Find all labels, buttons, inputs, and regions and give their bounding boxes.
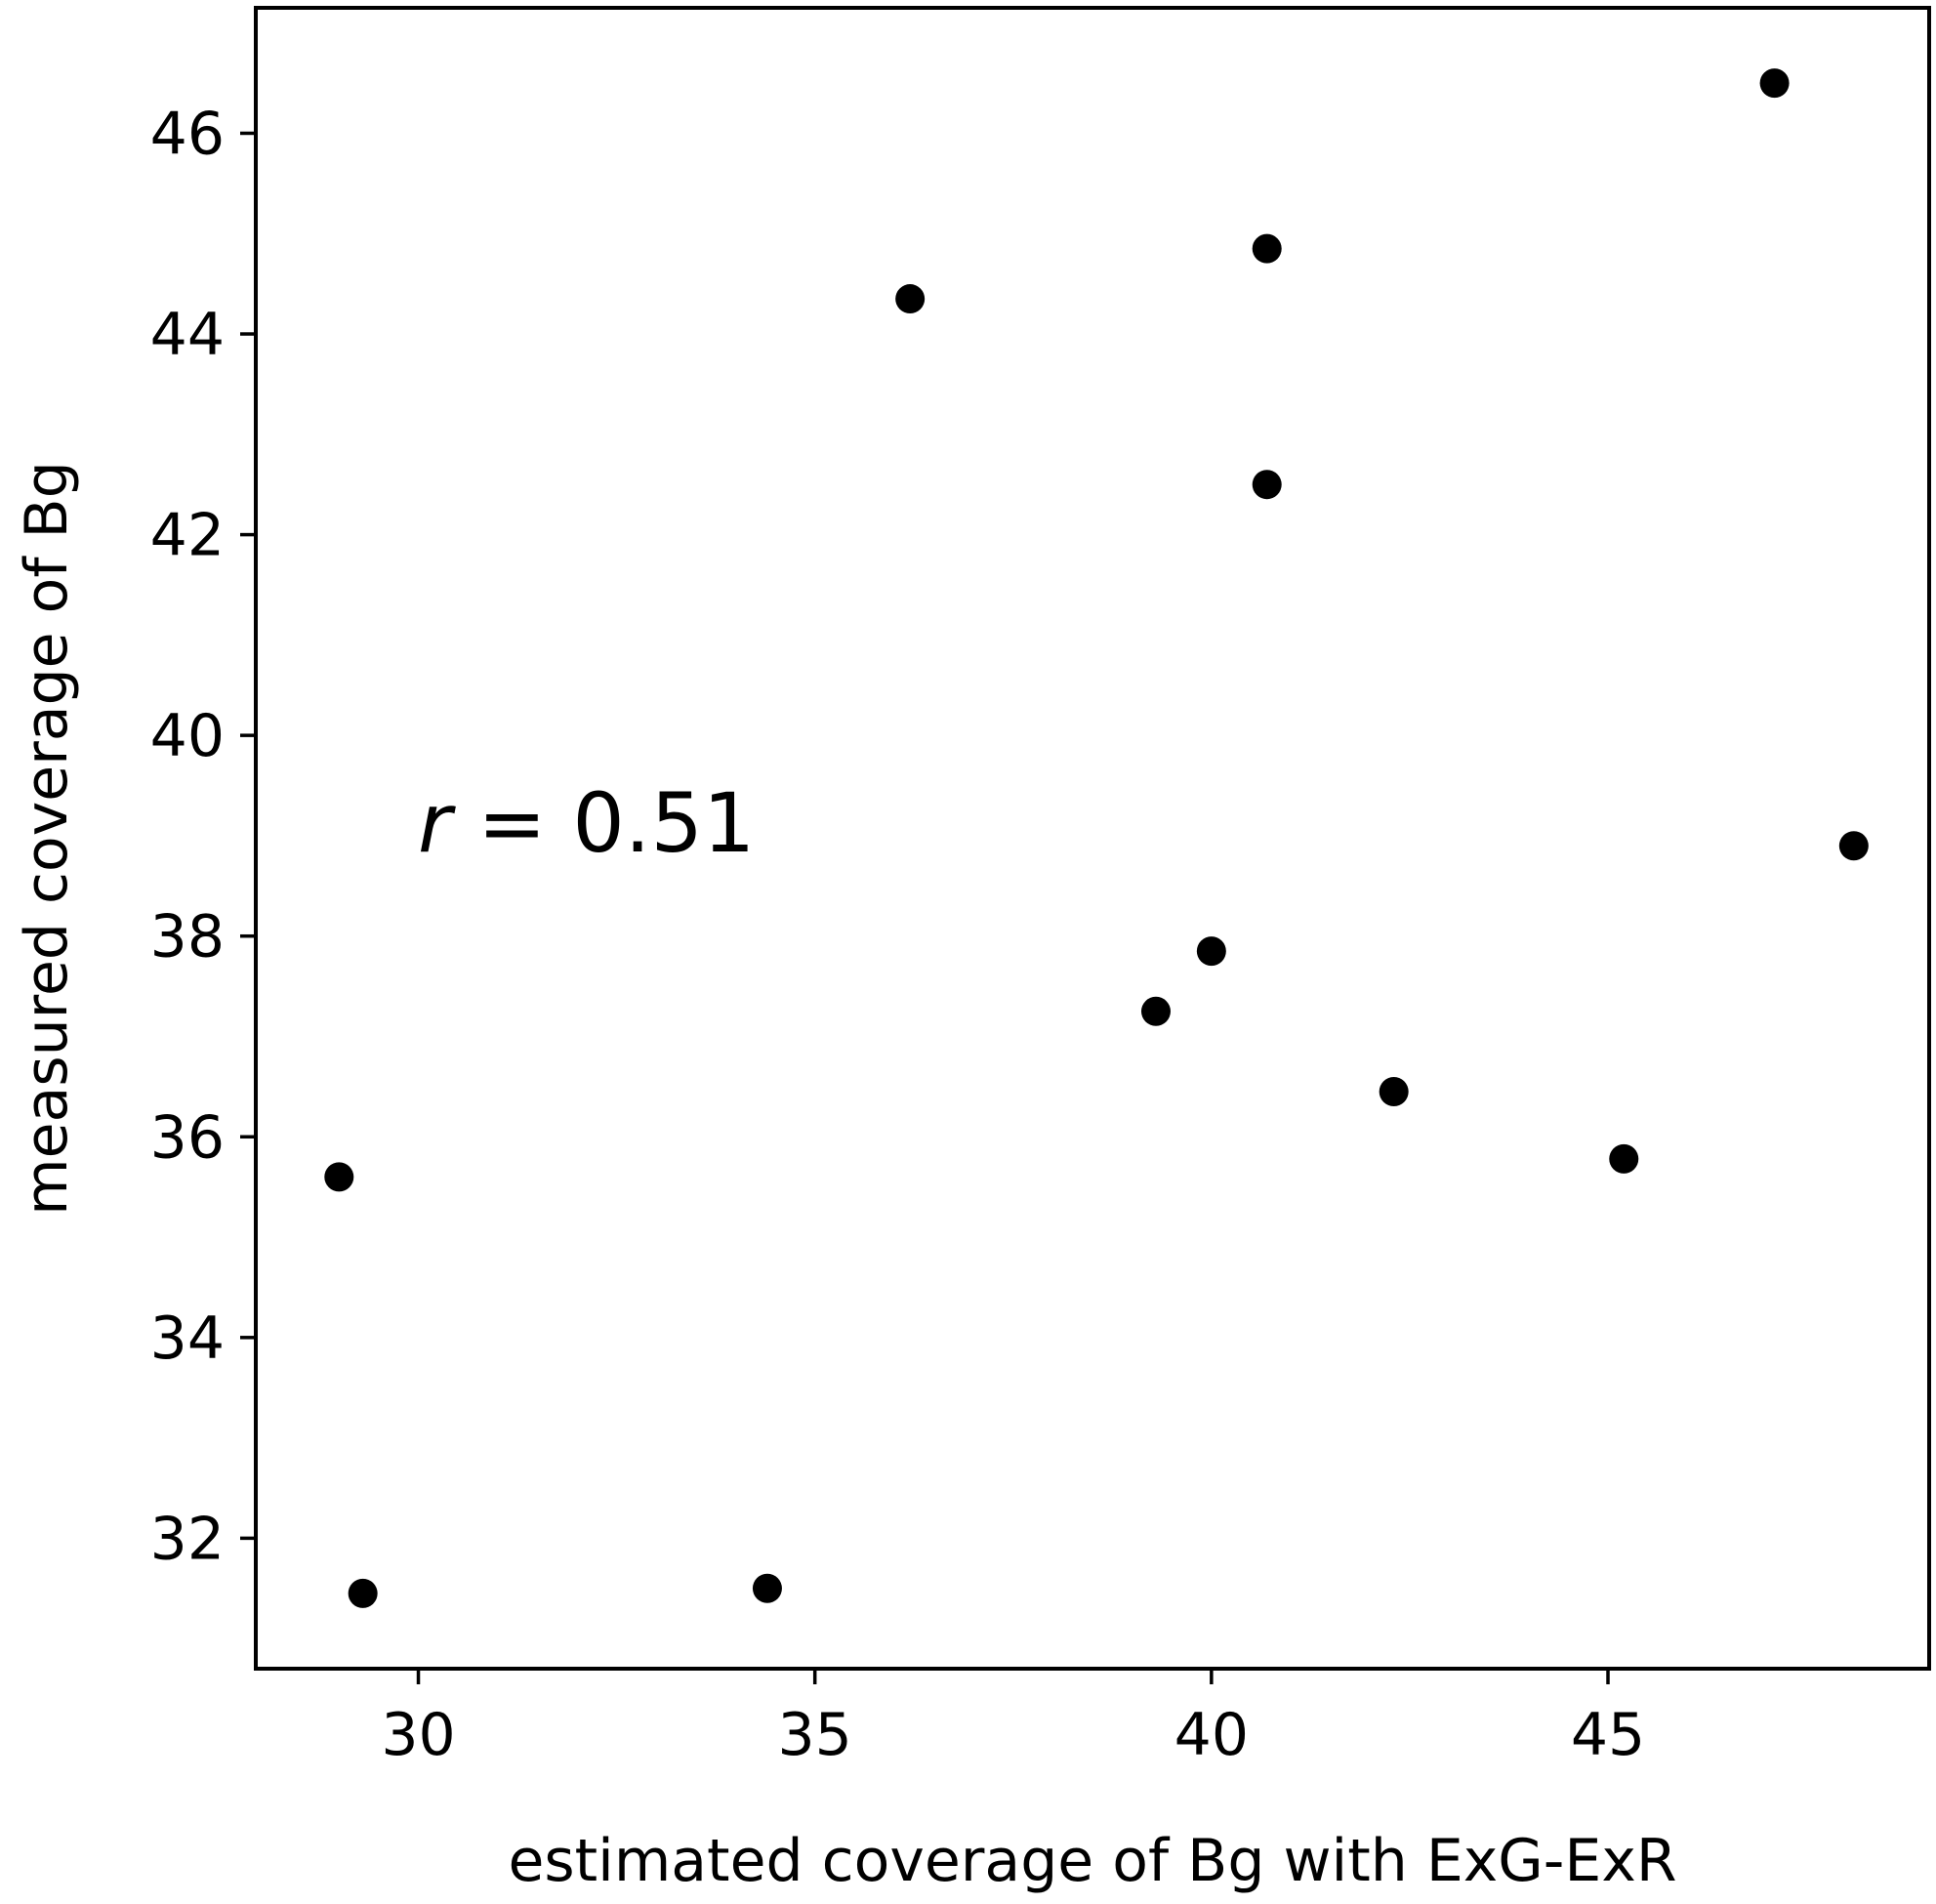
plot-frame: [254, 6, 1931, 1671]
x-tick-label: 30: [381, 1701, 455, 1769]
y-tick-label: 36: [150, 1103, 225, 1172]
x-tick-label: 45: [1571, 1701, 1645, 1769]
y-tick-label: 40: [150, 702, 225, 770]
x-axis-label: estimated coverage of Bg with ExG-ExR: [508, 1827, 1676, 1895]
y-tick-label: 34: [150, 1304, 225, 1373]
scatter-point: [1759, 68, 1790, 99]
correlation-annotation: r = 0.51: [418, 775, 755, 871]
scatter-point: [1252, 470, 1282, 500]
data-points: [324, 68, 1869, 1608]
scatter-point: [1609, 1143, 1639, 1174]
annotation-value: = 0.51: [452, 775, 756, 871]
y-tick-label: 32: [150, 1505, 225, 1573]
scatter-point: [1196, 936, 1226, 967]
y-tick-label: 42: [150, 502, 225, 570]
y-tick-label: 38: [150, 903, 225, 972]
y-axis-label: measured coverage of Bg: [13, 461, 81, 1216]
scatter-point: [752, 1573, 782, 1603]
x-tick-label: 40: [1174, 1701, 1249, 1769]
y-tick-label: 46: [150, 100, 225, 168]
x-tick-label: 35: [778, 1701, 852, 1769]
scatter-point: [324, 1162, 354, 1192]
scatter-point: [895, 284, 926, 314]
scatter-point: [1838, 831, 1869, 861]
y-tick-label: 44: [150, 301, 225, 369]
y-axis-ticks: 32 34 36 38 40 42 44 46: [150, 100, 256, 1573]
scatter-point: [348, 1578, 378, 1608]
scatter-point: [1252, 233, 1282, 264]
annotation-var: r: [418, 775, 456, 871]
scatter-point: [1140, 996, 1171, 1026]
x-axis-ticks: 30 35 40 45: [381, 1669, 1645, 1769]
scatter-point: [1379, 1077, 1409, 1107]
